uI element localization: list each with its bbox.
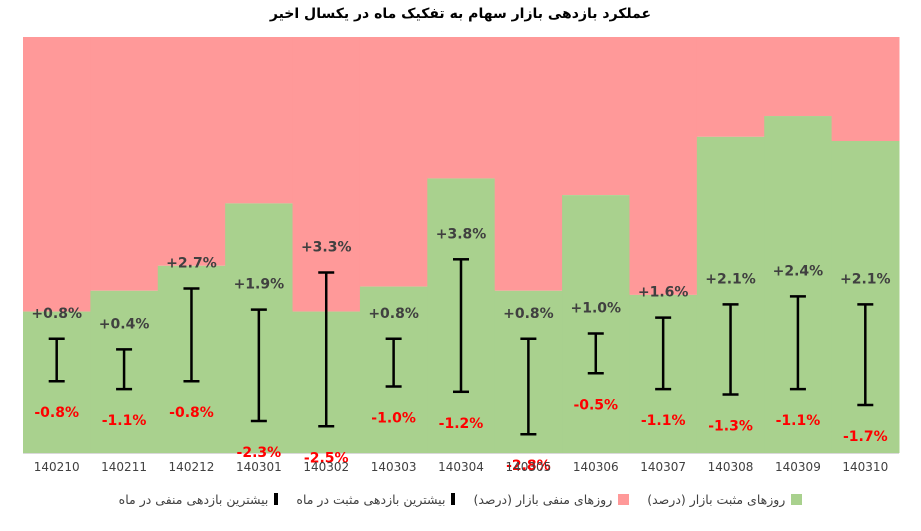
x-tick-label-140211: 140211: [101, 460, 147, 474]
max-positive-label-140310: +2.1%: [840, 271, 891, 287]
legend-item-negative-days: روزهای منفی بازار (درصد): [473, 491, 630, 507]
max-negative-label-140211: -1.1%: [102, 413, 147, 429]
max-negative-label-140305: -2.8%: [506, 458, 551, 474]
legend-label-max-positive: بیشترین بازدهی مثبت در ماه: [296, 491, 446, 507]
bar-negative-days-140307: [629, 37, 698, 295]
legend-item-max-negative: بیشترین بازدهی منفی در ماه: [119, 492, 279, 507]
bar-negative-days-140212: [157, 37, 226, 266]
max-negative-label-140307: -1.1%: [641, 413, 686, 429]
x-tick-label-140210: 140210: [34, 460, 80, 474]
x-tick-label-140305: 140305: [505, 460, 551, 474]
x-tick-label-140308: 140308: [708, 460, 754, 474]
max-negative-label-140306: -0.5%: [573, 397, 618, 413]
bar-negative-days-140310: [831, 37, 900, 141]
chart-title: عملکرد بازدهی بازار سهام به تفکیک ماه در…: [269, 6, 652, 22]
max-negative-label-140308: -1.3%: [708, 418, 753, 434]
legend-line-max-positive: [451, 493, 456, 505]
bar-negative-days-140304: [427, 37, 496, 179]
legend-item-max-positive: بیشترین بازدهی مثبت در ماه: [296, 491, 456, 507]
max-positive-label-140305: +0.8%: [503, 306, 554, 322]
max-negative-label-140212: -0.8%: [169, 405, 214, 421]
max-negative-label-140309: -1.1%: [776, 413, 821, 429]
max-positive-label-140307: +1.6%: [638, 285, 689, 301]
bar-negative-days-140210: [23, 37, 91, 312]
x-tick-label-140307: 140307: [640, 460, 686, 474]
max-positive-label-140211: +0.4%: [99, 316, 150, 332]
bar-positive-days-140309: [764, 116, 833, 453]
bar-negative-days-140308: [696, 37, 765, 137]
max-positive-label-140210: +0.8%: [31, 306, 82, 322]
bar-negative-days-140303: [359, 37, 428, 287]
bar-negative-days-140309: [764, 37, 833, 117]
max-negative-label-140301: -2.3%: [237, 445, 282, 461]
max-positive-label-140304: +3.8%: [436, 226, 487, 242]
x-tick-label-140310: 140310: [842, 460, 888, 474]
max-positive-label-140308: +2.1%: [705, 271, 756, 287]
legend-item-positive-days: روزهای مثبت بازار (درصد): [647, 491, 803, 507]
legend-swatch-positive: [791, 493, 803, 505]
legend-line-max-negative: [274, 493, 279, 505]
max-positive-label-140306: +1.0%: [570, 301, 621, 317]
legend: روزهای مثبت بازار (درصد) روزهای منفی باز…: [0, 488, 921, 510]
bar-negative-days-140305: [494, 37, 563, 291]
bar-positive-days-140306: [562, 195, 630, 453]
legend-label-max-negative: بیشترین بازدهی منفی در ماه: [118, 491, 269, 507]
bar-negative-days-140302: [292, 37, 361, 312]
x-tick-label-140303: 140303: [371, 460, 417, 474]
max-negative-label-140303: -1.0%: [371, 411, 416, 427]
max-positive-label-140303: +0.8%: [368, 306, 419, 322]
x-tick-label-140304: 140304: [438, 460, 484, 474]
max-positive-label-140302: +3.3%: [301, 240, 352, 256]
bar-negative-days-140306: [562, 37, 630, 196]
bar-negative-days-140301: [225, 37, 294, 204]
x-tick-label-140301: 140301: [236, 460, 282, 474]
x-tick-label-140306: 140306: [573, 460, 619, 474]
bar-positive-days-140308: [696, 136, 765, 453]
bar-negative-days-140211: [90, 37, 159, 291]
legend-label-negative: روزهای منفی بازار (درصد): [473, 491, 613, 507]
max-positive-label-140212: +2.7%: [166, 255, 217, 271]
max-negative-label-140210: -0.8%: [34, 405, 79, 421]
legend-label-positive: روزهای مثبت بازار (درصد): [647, 491, 786, 507]
max-positive-label-140301: +1.9%: [234, 277, 285, 293]
legend-swatch-negative: [618, 493, 630, 505]
max-negative-label-140302: -2.5%: [304, 450, 349, 466]
x-tick-label-140309: 140309: [775, 460, 821, 474]
x-tick-label-140212: 140212: [169, 460, 215, 474]
max-negative-label-140310: -1.7%: [843, 429, 888, 445]
x-tick-label-140302: 140302: [303, 460, 349, 474]
max-positive-label-140309: +2.4%: [773, 263, 824, 279]
max-negative-label-140304: -1.2%: [439, 416, 484, 432]
